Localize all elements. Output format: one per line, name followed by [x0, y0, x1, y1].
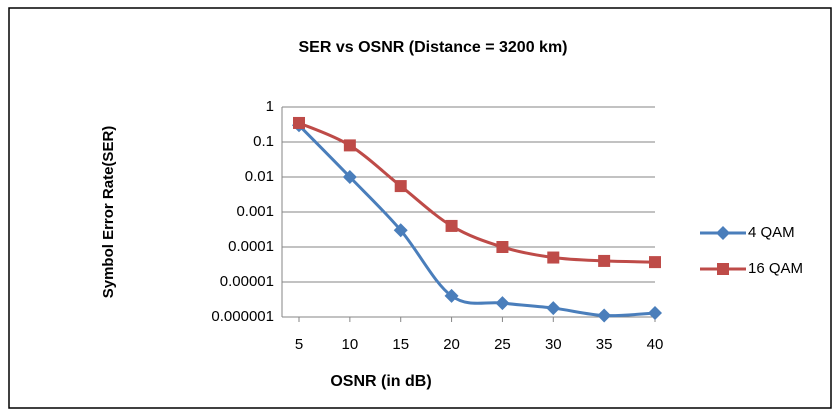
marker [649, 256, 661, 269]
plot [292, 116, 662, 323]
y-tick-label: 0.00001 [220, 273, 274, 290]
marker [342, 170, 357, 184]
marker [717, 263, 729, 275]
y-tick-label: 0.0001 [228, 238, 274, 255]
marker [597, 308, 612, 323]
marker [716, 226, 730, 240]
x-tick-label: 5 [295, 336, 303, 353]
chart-title: SER vs OSNR (Distance = 3200 km) [298, 39, 567, 56]
x-tick-label: 35 [596, 336, 613, 353]
y-tick-label: 1 [266, 98, 274, 115]
marker [343, 139, 356, 152]
legend-label: 16 QAM [748, 260, 803, 277]
marker [547, 251, 560, 264]
marker [598, 254, 611, 267]
y-tick-label: 0.01 [245, 168, 274, 185]
x-tick-label: 40 [647, 336, 664, 353]
marker [648, 306, 662, 321]
legend-label: 4 QAM [748, 224, 795, 241]
x-tick-label: 10 [342, 336, 359, 353]
marker [546, 301, 561, 316]
y-tick-label: 0.1 [253, 133, 274, 150]
grid: 1 0.1 0.01 0.001 0.0001 0.00001 0.000001 5 10 15 2… [211, 98, 663, 353]
y-tick-label: 0.001 [236, 203, 274, 220]
x-tick-label: 20 [443, 336, 460, 353]
y-tick-label: 0.000001 [211, 308, 274, 325]
marker [293, 116, 305, 129]
x-tick-label: 30 [545, 336, 562, 353]
marker [496, 241, 509, 253]
x-tick-label: 25 [494, 336, 511, 353]
marker [393, 223, 408, 238]
x-tick-label: 15 [392, 336, 409, 353]
marker [495, 296, 510, 311]
y-axis-label: Symbol Error Rate(SER) [100, 126, 117, 299]
marker [394, 180, 407, 193]
chart-border [8, 7, 832, 409]
marker [444, 288, 459, 303]
marker [445, 219, 458, 232]
legend: 4 QAM 16 QAM [700, 224, 803, 277]
x-axis-label: OSNR (in dB) [330, 373, 431, 390]
